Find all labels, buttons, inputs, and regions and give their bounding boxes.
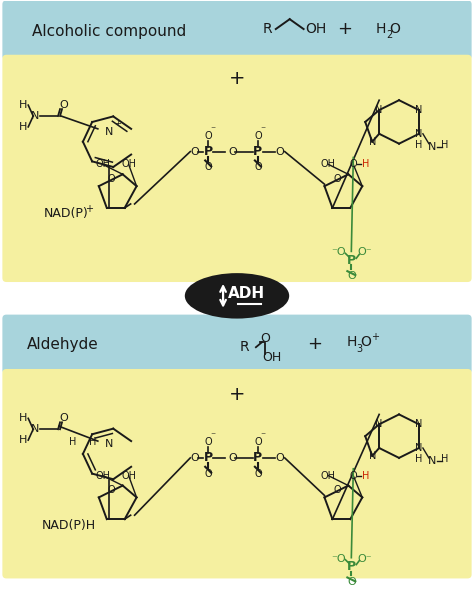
Text: N: N — [31, 111, 39, 121]
FancyBboxPatch shape — [2, 55, 472, 282]
Text: O: O — [254, 163, 262, 173]
Text: +: + — [229, 69, 245, 88]
Text: O: O — [60, 100, 68, 110]
Text: O: O — [334, 174, 341, 184]
Text: O: O — [349, 471, 357, 481]
Text: ⁻: ⁻ — [260, 431, 265, 441]
Text: O: O — [349, 160, 357, 170]
FancyBboxPatch shape — [2, 1, 472, 59]
Text: N: N — [415, 443, 423, 453]
Text: O⁻: O⁻ — [357, 247, 372, 257]
Text: Aldehyde: Aldehyde — [27, 337, 99, 352]
Text: H: H — [441, 454, 448, 464]
Text: N: N — [428, 141, 436, 151]
Text: O: O — [254, 469, 262, 479]
Text: N: N — [415, 129, 423, 139]
Text: O: O — [60, 413, 68, 423]
Text: +: + — [114, 120, 121, 128]
Text: N: N — [31, 424, 39, 434]
Text: ⁻O: ⁻O — [331, 247, 346, 257]
Text: 3: 3 — [356, 344, 362, 354]
Text: O: O — [260, 332, 270, 345]
Text: H: H — [415, 140, 423, 150]
Text: H: H — [346, 335, 356, 349]
FancyBboxPatch shape — [2, 369, 472, 578]
Text: R: R — [263, 22, 273, 36]
Text: O: O — [228, 147, 237, 157]
Text: O: O — [190, 147, 199, 157]
Text: P: P — [253, 451, 263, 464]
Text: N: N — [428, 456, 436, 466]
Text: ⁻O: ⁻O — [331, 554, 346, 564]
Text: O: O — [204, 131, 212, 141]
Text: H: H — [362, 160, 369, 170]
Text: O: O — [347, 577, 356, 587]
Text: O: O — [204, 469, 212, 479]
Text: N: N — [105, 439, 113, 449]
Text: ⁻: ⁻ — [210, 125, 216, 135]
Text: N: N — [368, 137, 376, 147]
Text: N: N — [368, 451, 376, 461]
Text: O: O — [190, 453, 199, 463]
Text: +: + — [337, 20, 352, 38]
Text: OH: OH — [121, 471, 136, 481]
Text: ⁻: ⁻ — [260, 125, 265, 135]
Text: H: H — [19, 413, 27, 423]
Text: O: O — [275, 453, 284, 463]
Text: O: O — [204, 163, 212, 173]
Text: H: H — [19, 100, 27, 110]
Text: H: H — [441, 140, 448, 150]
Text: 2: 2 — [386, 30, 392, 40]
Text: O: O — [228, 453, 237, 463]
Text: O: O — [108, 174, 116, 184]
Text: O: O — [204, 437, 212, 447]
Text: OH: OH — [262, 350, 281, 363]
Text: NAD(P): NAD(P) — [44, 207, 88, 220]
Text: O: O — [254, 131, 262, 141]
Text: P: P — [204, 451, 213, 464]
Text: O: O — [360, 335, 371, 349]
Text: OH: OH — [321, 471, 336, 481]
Text: O: O — [334, 485, 341, 495]
Text: P: P — [253, 145, 263, 158]
Text: N: N — [415, 105, 423, 115]
Text: H: H — [69, 437, 77, 447]
Text: +: + — [371, 332, 379, 342]
Text: OH: OH — [121, 160, 136, 170]
Text: O: O — [254, 437, 262, 447]
Text: H: H — [376, 22, 386, 36]
Text: P: P — [347, 254, 356, 267]
Text: OH: OH — [306, 22, 327, 36]
Text: N: N — [105, 127, 113, 137]
Text: OH: OH — [95, 471, 110, 481]
Ellipse shape — [185, 273, 289, 319]
Text: N: N — [375, 419, 383, 429]
Text: H: H — [415, 454, 423, 464]
Text: O: O — [390, 22, 401, 36]
Text: H: H — [19, 435, 27, 445]
Text: OH: OH — [321, 160, 336, 170]
Text: +: + — [307, 335, 322, 353]
Text: R: R — [239, 340, 249, 354]
Text: O: O — [108, 485, 116, 495]
Text: O: O — [275, 147, 284, 157]
FancyBboxPatch shape — [2, 315, 472, 374]
Text: ⁻: ⁻ — [210, 431, 216, 441]
Text: ADH: ADH — [228, 286, 265, 302]
Text: OH: OH — [95, 160, 110, 170]
Text: H: H — [89, 437, 97, 447]
Text: P: P — [204, 145, 213, 158]
Text: +: + — [229, 385, 245, 404]
Text: +: + — [85, 204, 93, 214]
Text: N: N — [375, 105, 383, 115]
Text: H: H — [19, 122, 27, 132]
Text: Alcoholic compound: Alcoholic compound — [32, 24, 186, 38]
Text: H: H — [362, 471, 369, 481]
Text: P: P — [347, 560, 356, 573]
Text: O⁻: O⁻ — [357, 554, 372, 564]
Text: O: O — [347, 271, 356, 281]
Text: N: N — [415, 419, 423, 429]
Text: NAD(P)H: NAD(P)H — [42, 518, 96, 532]
